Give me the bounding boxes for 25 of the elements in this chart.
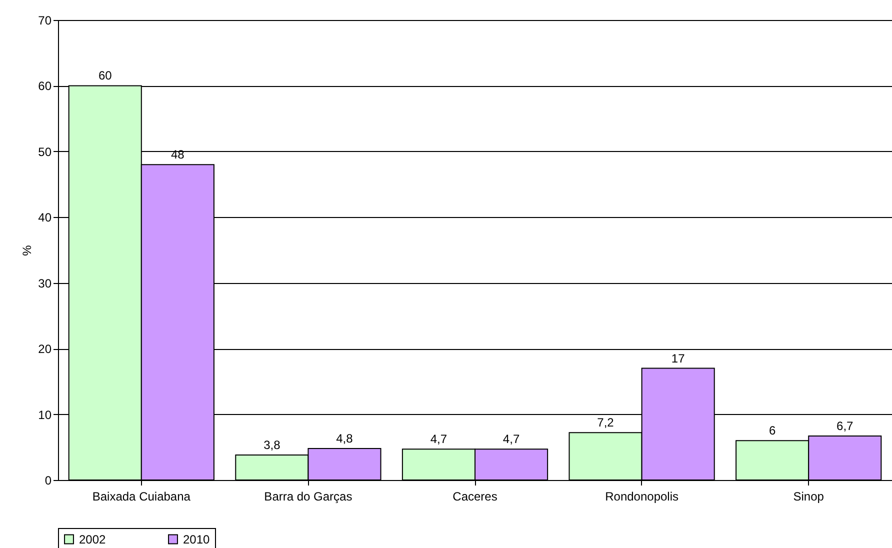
y-tick-label: 70 [38,14,52,28]
legend-label: 2002 [79,532,106,546]
y-tick-label: 20 [38,342,52,356]
data-label: 6,7 [836,418,854,433]
x-tick-label: Caceres [452,490,498,504]
data-label: 3,8 [264,438,281,452]
data-label: 4,8 [336,431,354,446]
data-label: 17 [671,351,686,366]
y-tick-label: 50 [38,144,52,159]
x-tick-label: Barra do Garças [264,490,352,504]
data-label: 7,2 [597,416,614,430]
data-label: 60 [98,68,112,83]
y-tick-label: 30 [38,276,52,290]
y-tick-label: 60 [38,79,52,94]
y-axis-title: % [20,244,34,256]
data-label: 4,7 [430,432,448,446]
data-label: 6 [768,424,776,438]
y-tick-label: 40 [38,210,52,225]
legend-label: 2010 [183,532,210,546]
x-tick-label: Rondonopolis [605,490,678,504]
data-label: 4,7 [502,432,520,446]
y-tick-label: 0 [44,474,52,488]
x-tick-label: Sinop [793,490,824,504]
x-tick-label: Baixada Cuiabana [92,490,191,504]
y-tick-label: 10 [38,408,52,422]
